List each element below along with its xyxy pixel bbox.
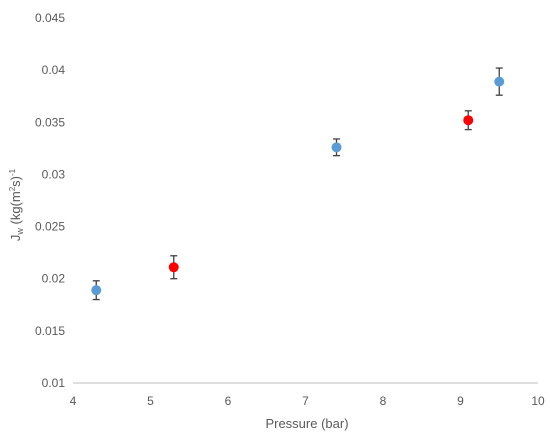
- y-axis-title: Jw (kg(m2s)-1: [8, 168, 25, 241]
- x-tick-label: 6: [225, 394, 232, 408]
- x-tick-label: 5: [147, 394, 154, 408]
- data-points: [91, 67, 505, 301]
- y-tick-label: 0.035: [35, 115, 65, 129]
- data-point: [463, 115, 474, 126]
- x-tick-label: 10: [531, 394, 545, 408]
- data-point: [331, 142, 342, 153]
- y-tick-labels: 0.01 0.015 0.02 0.025 0.03 0.035 0.04 0.045: [35, 11, 65, 390]
- data-point: [168, 262, 179, 273]
- y-tick-label: 0.025: [35, 220, 65, 234]
- y-tick-label: 0.01: [42, 376, 66, 390]
- x-tick-label: 7: [302, 394, 309, 408]
- x-tick-label: 8: [380, 394, 387, 408]
- x-axis-title: Pressure (bar): [265, 416, 348, 431]
- y-tick-label: 0.045: [35, 11, 65, 25]
- y-tick-label: 0.04: [42, 63, 66, 77]
- data-point: [494, 76, 505, 87]
- x-tick-label: 9: [457, 394, 464, 408]
- y-tick-label: 0.02: [42, 272, 66, 286]
- y-tick-label: 0.015: [35, 324, 65, 338]
- x-tick-label: 4: [70, 394, 77, 408]
- data-point: [91, 285, 102, 296]
- y-tick-label: 0.03: [42, 167, 66, 181]
- x-tick-labels: 4 5 6 7 8 9 10: [70, 394, 545, 408]
